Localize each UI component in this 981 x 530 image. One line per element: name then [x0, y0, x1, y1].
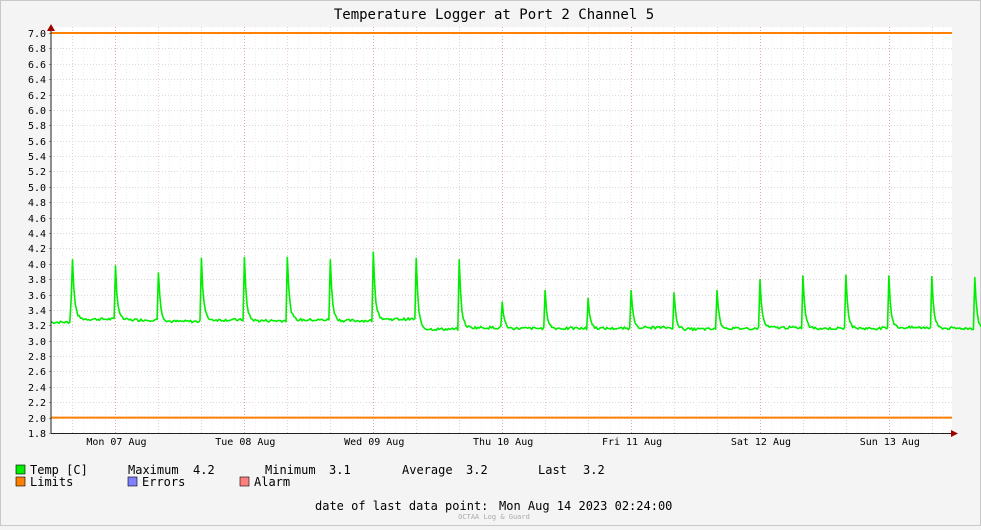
- x-axis-arrow: [951, 430, 958, 437]
- peak-point-14: [673, 292, 675, 294]
- y-tick-label-7: 3.2: [28, 321, 46, 332]
- watermark: OCTAA Log & Guard: [458, 513, 530, 521]
- legend-label-errors: Errors: [142, 475, 185, 489]
- y-tick-label-0: 1.8: [28, 429, 46, 440]
- y-tick-label-9: 3.6: [28, 291, 46, 302]
- x-tick-label-3: Thu 10 Aug: [473, 437, 533, 448]
- legend-swatch-limits: [15, 476, 26, 487]
- x-tick-label-2: Wed 09 Aug: [344, 437, 404, 448]
- y-tick-label-17: 5.2: [28, 167, 46, 178]
- legend-label-alarm: Alarm: [254, 475, 290, 489]
- peak-point-19: [888, 275, 890, 277]
- y-tick-label-19: 5.6: [28, 137, 46, 148]
- x-tick-label-4: Fri 11 Aug: [602, 437, 662, 448]
- y-tick-label-21: 6.0: [28, 106, 46, 117]
- y-tick-label-18: 5.4: [28, 152, 46, 163]
- y-tick-label-11: 4.0: [28, 260, 46, 271]
- y-tick-label-14: 4.6: [28, 214, 46, 225]
- stat-minimum-value: 3.1: [329, 463, 351, 477]
- peak-point-5: [286, 256, 289, 259]
- y-tick-label-12: 4.2: [28, 244, 46, 255]
- plot-area: [51, 27, 952, 434]
- y-tick-label-23: 6.4: [28, 75, 46, 86]
- peak-point-11: [544, 289, 546, 292]
- stat-average-value: 3.2: [466, 463, 488, 477]
- axes-lines: [47, 24, 958, 437]
- y-tick-label-20: 5.8: [28, 121, 46, 132]
- y-tick-label-13: 4.4: [28, 229, 46, 240]
- peak-point-13: [630, 289, 632, 292]
- stat-maximum-label: Maximum: [128, 463, 179, 477]
- last-data-point-value: Mon Aug 14 2023 02:24:00: [499, 499, 672, 513]
- legend-label-temp: Temp [C]: [30, 463, 88, 477]
- series-temp: [50, 251, 981, 332]
- y-tick-label-4: 2.6: [28, 367, 46, 378]
- stat-last-label: Last: [538, 463, 567, 477]
- y-tick-label-24: 6.6: [28, 60, 46, 71]
- peak-point-18: [845, 274, 847, 277]
- peak-point-0: [71, 259, 74, 261]
- y-axis: 1.8 2.0 2.2 2.4 2.6 2.8 3.0 3.2 3.4 3.6 3.8 4.0 4.2 4…: [28, 29, 51, 440]
- last-data-point-label: date of last data point:: [315, 499, 488, 513]
- peak-point-4: [243, 256, 246, 259]
- x-tick-label-6: Sun 13 Aug: [860, 437, 920, 448]
- peak-point-20: [931, 276, 933, 278]
- y-tick-label-3: 2.4: [28, 383, 46, 394]
- y-axis-arrow: [47, 24, 55, 31]
- peak-point-2: [157, 272, 160, 274]
- limit-lines: [51, 32, 952, 419]
- stat-average-label: Average: [402, 463, 453, 477]
- y-tick-label-2: 2.2: [28, 398, 46, 409]
- x-axis: Mon 07 Aug Tue 08 Aug Wed 09 Aug Thu 10 Aug…: [86, 437, 920, 448]
- chart-title: Temperature Logger at Port 2 Channel 5: [334, 7, 654, 23]
- y-tick-label-22: 6.2: [28, 91, 46, 102]
- y-tick-label-5: 2.8: [28, 352, 46, 363]
- stat-maximum-value: 4.2: [193, 463, 215, 477]
- peak-point-15: [716, 289, 718, 292]
- peak-point-12: [587, 297, 589, 300]
- peak-point-7: [372, 251, 375, 253]
- peak-point-9: [458, 259, 461, 261]
- legend-swatch-errors: [127, 476, 138, 487]
- peak-point-17: [802, 275, 804, 277]
- legend-swatch-alarm: [239, 476, 250, 487]
- y-tick-label-10: 3.8: [28, 275, 46, 286]
- y-tick-label-16: 5.0: [28, 183, 46, 194]
- peak-point-1: [114, 265, 117, 267]
- legend-swatch-temp: [15, 464, 26, 475]
- x-tick-label-1: Tue 08 Aug: [215, 437, 275, 448]
- stat-last-value: 3.2: [583, 463, 605, 477]
- y-tick-label-26: 7.0: [28, 29, 46, 40]
- peak-point-3: [200, 257, 203, 260]
- y-tick-label-1: 2.0: [28, 414, 46, 425]
- x-tick-label-5: Sat 12 Aug: [731, 437, 791, 448]
- series-line-temp: [50, 251, 981, 332]
- peak-point-16: [759, 279, 761, 281]
- y-tick-label-8: 3.4: [28, 306, 46, 317]
- peak-point-10: [501, 301, 504, 304]
- legend-label-limits: Limits: [30, 475, 73, 489]
- y-tick-label-25: 6.8: [28, 44, 46, 55]
- y-tick-label-6: 3.0: [28, 337, 46, 348]
- x-tick-label-0: Mon 07 Aug: [86, 437, 146, 448]
- stat-minimum-label: Minimum: [265, 463, 316, 477]
- peak-point-6: [329, 259, 332, 261]
- peak-point-8: [415, 257, 418, 260]
- y-tick-label-15: 4.8: [28, 198, 46, 209]
